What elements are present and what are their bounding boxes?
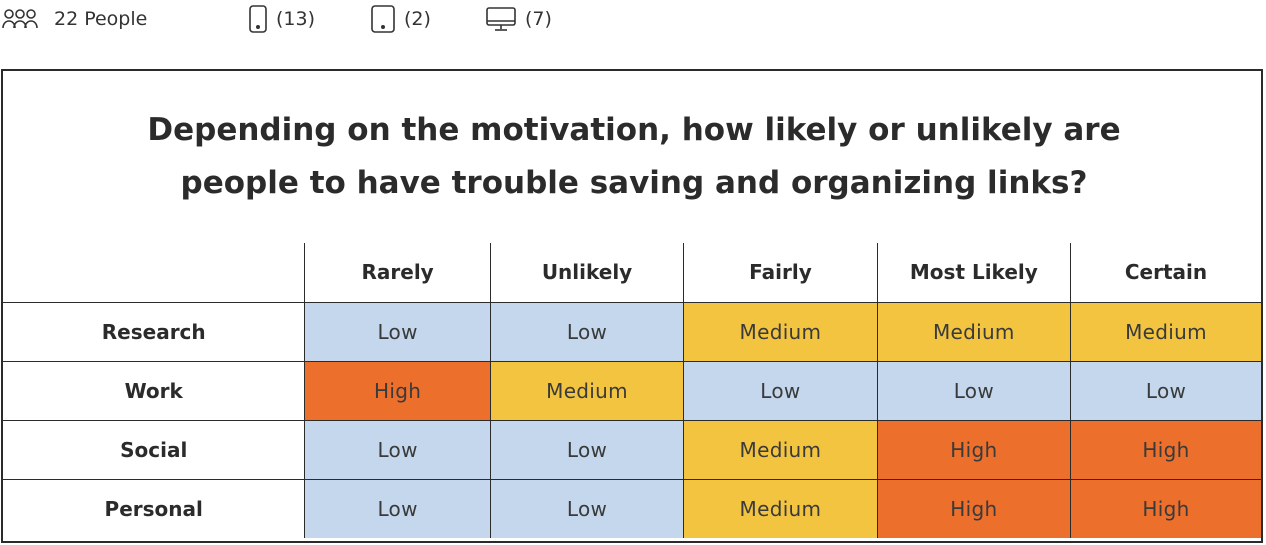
tablet-icon [370, 4, 396, 34]
heatmap-row: Personal Low Low Medium High High [3, 478, 1261, 538]
tablet-count-label: (2) [404, 8, 431, 30]
heatmap-cell: Low [683, 360, 878, 421]
phone-count-label: (13) [276, 8, 316, 30]
heatmap-cell: Low [1070, 360, 1261, 421]
heatmap-cell: Low [489, 478, 685, 538]
chart-title-box: Depending on the motivation, how likely … [3, 71, 1261, 243]
row-label: Social [3, 419, 306, 480]
desktop-count-label: (7) [525, 8, 552, 30]
desktop-icon [485, 6, 517, 32]
heatmap-cell: Low [489, 301, 685, 362]
people-icon [2, 7, 38, 31]
heatmap-row: Social Low Low Medium High High [3, 419, 1261, 480]
heatmap-cell: Medium [683, 301, 878, 362]
summary-stats-bar: 22 People (13) (2) (7) [0, 0, 700, 40]
heatmap-cell: High [304, 360, 491, 421]
desktop-stat: (7) [485, 4, 552, 34]
header-row: Rarely Unlikely Fairly Most Likely Certain [3, 243, 1261, 303]
heatmap-cell: Low [489, 419, 685, 480]
heatmap-cell: High [1070, 419, 1261, 480]
heatmap-cell: High [876, 419, 1072, 480]
phone-stat: (13) [248, 4, 315, 34]
heatmap-row: Work High Medium Low Low Low [3, 360, 1261, 421]
heatmap-cell: Medium [489, 360, 685, 421]
heatmap-cell: High [1070, 478, 1261, 538]
heatmap-cell: Low [304, 478, 491, 538]
heatmap-cell: Medium [683, 478, 878, 538]
heatmap-cell: Medium [876, 301, 1072, 362]
heatmap-row: Research Low Low Medium Medium Medium [3, 301, 1261, 362]
heatmap-table-wrap: Rarely Unlikely Fairly Most Likely Certain Re… [3, 243, 1261, 538]
heatmap-cell: Medium [1070, 301, 1261, 362]
column-header: Most Likely [876, 243, 1072, 303]
people-stat: 22 People [2, 4, 147, 34]
row-label: Research [3, 301, 306, 362]
heatmap-card: Depending on the motivation, how likely … [1, 69, 1263, 543]
people-count-label: 22 People [54, 8, 148, 30]
heatmap-cell: High [876, 478, 1072, 538]
heatmap-cell: Low [876, 360, 1072, 421]
column-header: Fairly [683, 243, 878, 303]
column-header: Unlikely [489, 243, 685, 303]
column-header: Rarely [304, 243, 491, 303]
row-label: Personal [3, 478, 306, 538]
chart-title: Depending on the motivation, how likely … [147, 112, 1121, 201]
phone-icon [248, 4, 268, 34]
heatmap-cell: Low [304, 419, 491, 480]
row-label: Work [3, 360, 306, 421]
heatmap-cell: Medium [683, 419, 878, 480]
heatmap-table: Rarely Unlikely Fairly Most Likely Certain Re… [3, 243, 1261, 538]
heatmap-cell: Low [304, 301, 491, 362]
corner-cell [3, 243, 306, 303]
column-header: Certain [1070, 243, 1261, 303]
tablet-stat: (2) [370, 4, 431, 34]
